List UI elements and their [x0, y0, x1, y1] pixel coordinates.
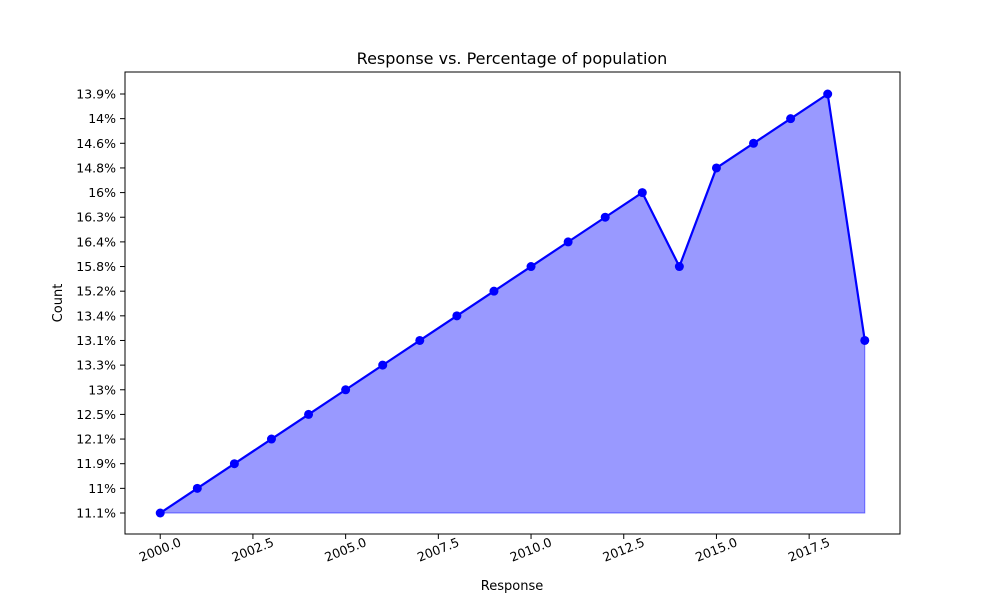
y-axis-label: Count	[51, 284, 66, 323]
data-point	[266, 434, 276, 444]
data-point	[229, 459, 239, 469]
y-tick-label: 13.1%	[76, 333, 116, 348]
data-point	[674, 262, 684, 272]
y-tick-label: 16.3%	[76, 210, 116, 225]
data-point	[192, 483, 202, 493]
data-point	[749, 138, 759, 148]
data-point	[600, 212, 610, 222]
data-point	[860, 335, 870, 345]
area-layer	[158, 93, 866, 514]
data-point	[155, 508, 165, 518]
y-tick-label: 13.4%	[76, 308, 116, 323]
y-tick-label: 16.4%	[76, 234, 116, 249]
y-tick-label: 14.6%	[76, 136, 116, 151]
y-tick-label: 13%	[88, 382, 116, 397]
y-tick-label: 14%	[88, 111, 116, 126]
x-axis-label: Response	[481, 579, 543, 594]
y-tick-label: 11.1%	[76, 506, 116, 521]
data-point	[823, 89, 833, 99]
line-layer	[159, 92, 866, 514]
y-tick-label: 13.9%	[76, 87, 116, 102]
y-tick-label: 15.2%	[76, 284, 116, 299]
data-point	[711, 163, 721, 173]
data-point	[415, 335, 425, 345]
data-point	[786, 114, 796, 124]
area-fill	[158, 93, 866, 514]
data-point	[341, 385, 351, 395]
data-point	[489, 286, 499, 296]
y-axis-ticks: 11.1% 11% 11.9% 12.1% 12.5% 13% 13.3% 13.1% 13.4…	[76, 87, 125, 521]
marker-layer	[155, 89, 870, 518]
data-point	[304, 409, 314, 419]
data-point	[452, 311, 462, 321]
y-tick-label: 11%	[88, 481, 116, 496]
y-tick-label: 13.3%	[76, 358, 116, 373]
series-line	[159, 92, 866, 514]
y-tick-label: 12.5%	[76, 407, 116, 422]
chart-title: Response vs. Percentage of population	[357, 49, 668, 68]
x-axis-ticks: 2000.0 2002.5 2005.0 2007.5 2010.0 2012.5 2015…	[137, 534, 832, 565]
data-point	[378, 360, 388, 370]
y-tick-label: 16%	[88, 185, 116, 200]
y-tick-label: 14.8%	[76, 160, 116, 175]
y-tick-label: 15.8%	[76, 259, 116, 274]
y-tick-label: 11.9%	[76, 456, 116, 471]
data-point	[563, 237, 573, 247]
data-point	[526, 262, 536, 272]
y-tick-label: 12.1%	[76, 432, 116, 447]
plot-frame	[124, 71, 901, 535]
data-point	[637, 188, 647, 198]
